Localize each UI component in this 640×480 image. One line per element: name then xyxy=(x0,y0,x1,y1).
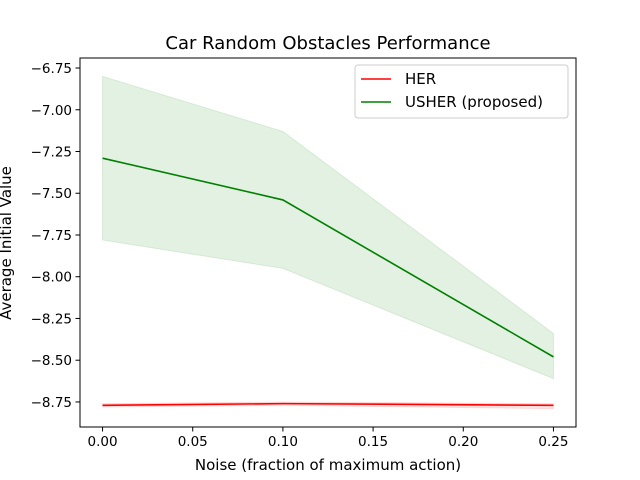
y-tick-label: −7.50 xyxy=(31,186,72,202)
y-tick-label: −8.75 xyxy=(31,395,72,411)
y-tick-label: −8.50 xyxy=(31,353,72,369)
y-axis-label: Average Initial Value xyxy=(0,166,15,320)
y-tick-label: −8.00 xyxy=(31,270,72,286)
x-tick-label: 0.10 xyxy=(268,434,298,450)
legend-box xyxy=(354,64,569,119)
x-axis-ticks: 0.00 0.05 0.10 0.15 0.20 0.25 xyxy=(88,427,568,450)
x-tick-label: 0.00 xyxy=(88,434,118,450)
series-lines xyxy=(102,157,554,407)
x-tick-label: 0.25 xyxy=(538,434,568,450)
usher-proposed-legend-label: USHER (proposed) xyxy=(405,93,543,111)
chart-title: Car Random Obstacles Performance xyxy=(165,33,490,54)
legend-items: HER USHER (proposed) xyxy=(361,70,543,111)
y-tick-label: −7.75 xyxy=(31,228,72,244)
x-tick-label: 0.05 xyxy=(178,434,208,450)
y-tick-label: −6.75 xyxy=(31,61,72,77)
y-tick-label: −7.25 xyxy=(31,145,72,161)
legend: HER USHER (proposed) xyxy=(354,64,569,119)
x-axis-label: Noise (fraction of maximum action) xyxy=(195,456,461,474)
her-legend-label: HER xyxy=(405,70,436,88)
her-series-line xyxy=(102,402,554,407)
plot-frame xyxy=(79,57,577,428)
x-tick-label: 0.15 xyxy=(358,434,388,450)
y-axis-ticks: −6.75 −7.00 −7.25 −7.50 −7.75 −8.00 −8.25 −8.50… xyxy=(31,61,80,411)
usher-proposed-confidence-band xyxy=(102,75,554,380)
y-tick-label: −7.00 xyxy=(31,103,72,119)
y-tick-label: −8.25 xyxy=(31,311,72,327)
usher-proposed-series-line xyxy=(102,157,554,358)
x-tick-label: 0.20 xyxy=(448,434,478,450)
